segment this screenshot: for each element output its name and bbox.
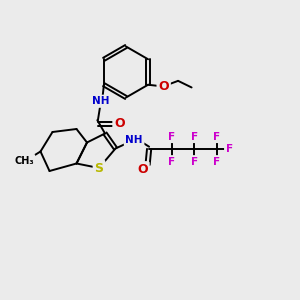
Text: F: F [168, 157, 175, 167]
Text: O: O [137, 163, 148, 176]
Text: F: F [190, 157, 198, 167]
Text: F: F [213, 157, 220, 167]
Text: F: F [190, 131, 198, 142]
Text: NH: NH [92, 96, 110, 106]
Text: F: F [213, 131, 220, 142]
Text: S: S [94, 161, 103, 175]
Text: NH: NH [125, 135, 143, 145]
Text: O: O [158, 80, 169, 93]
Text: F: F [226, 144, 233, 154]
Text: CH₃: CH₃ [14, 155, 34, 166]
Text: F: F [168, 131, 175, 142]
Text: O: O [114, 117, 125, 130]
